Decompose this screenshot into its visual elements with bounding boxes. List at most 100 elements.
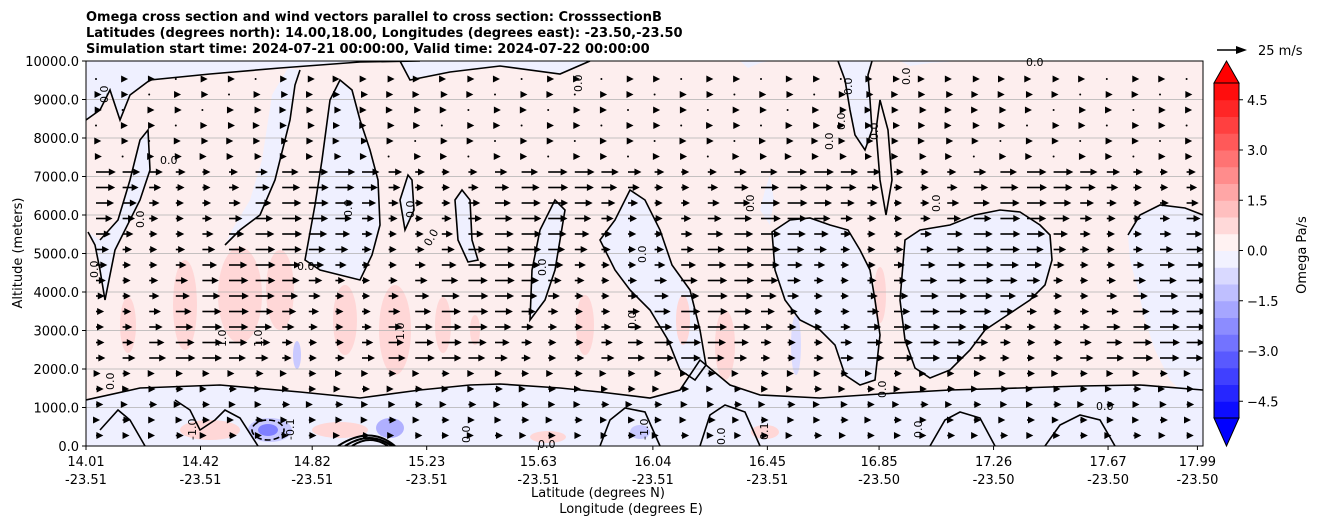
wind-vector	[307, 122, 315, 129]
wind-vector	[1026, 124, 1028, 127]
wind-vector	[573, 385, 581, 393]
wind-vector	[947, 323, 967, 331]
wind-vector	[734, 354, 748, 362]
wind-vector	[1080, 277, 1089, 284]
wind-vector	[387, 155, 390, 158]
x-tick-label-lon: -23.51	[65, 473, 107, 488]
wind-vector	[1051, 137, 1059, 145]
wind-vector	[494, 370, 502, 377]
wind-vector	[1000, 230, 1021, 238]
wind-vector	[1027, 277, 1041, 284]
wind-vector	[840, 168, 859, 176]
wind-vector	[1160, 199, 1169, 207]
wind-vector	[1185, 106, 1193, 114]
wind-vector	[787, 184, 808, 191]
wind-vector	[468, 199, 481, 207]
wind-vector	[681, 385, 690, 393]
wind-vector	[1027, 184, 1047, 191]
wind-vector	[440, 124, 443, 127]
x-tick-label-lat: 16.45	[749, 455, 786, 470]
wind-vector	[733, 75, 741, 83]
contour-11	[837, 61, 873, 152]
wind-vector	[495, 168, 508, 176]
wind-vector	[362, 261, 371, 269]
wind-vector	[1080, 432, 1088, 439]
chart-title-line-2: Latitudes (degrees north): 14.00,18.00, …	[86, 26, 683, 41]
wind-vector	[654, 323, 673, 331]
wind-vector	[761, 184, 780, 191]
wind-vector	[149, 339, 165, 346]
wind-vector	[626, 137, 634, 145]
wind-vector	[628, 432, 636, 439]
contour-label: 0.0	[868, 123, 881, 141]
wind-vector	[681, 199, 690, 207]
wind-vector	[1160, 168, 1169, 176]
wind-vector	[840, 370, 849, 377]
wind-vector	[335, 246, 349, 253]
wind-vector	[229, 277, 249, 284]
wind-vector	[761, 230, 781, 238]
wind-vector	[1132, 155, 1135, 158]
wind-vector	[811, 137, 819, 145]
wind-vector	[628, 246, 637, 253]
wind-vector	[707, 323, 728, 331]
wind-vector	[973, 339, 989, 346]
wind-vector	[1000, 323, 1013, 331]
wind-vector	[840, 292, 849, 300]
wind-vector	[441, 370, 450, 377]
wind-vector	[894, 168, 904, 176]
wind-vector	[1078, 153, 1086, 160]
wind-vector	[308, 261, 325, 269]
wind-vector	[494, 416, 502, 424]
wind-vector	[1160, 261, 1176, 269]
wind-vector	[1133, 184, 1142, 191]
wind-vector	[1080, 323, 1091, 331]
wind-vector	[96, 246, 110, 253]
wind-vector	[1183, 416, 1191, 424]
wind-vector	[732, 416, 740, 424]
wind-vector	[1053, 168, 1074, 176]
wind-vector	[467, 385, 475, 393]
wind-vector	[761, 277, 779, 284]
wind-vector	[707, 215, 722, 222]
wind-vector	[255, 168, 268, 176]
wind-vector	[388, 354, 406, 362]
wind-vector	[947, 308, 968, 315]
wind-vector	[894, 416, 902, 424]
wind-vector	[255, 370, 264, 377]
wind-vector	[1053, 215, 1070, 222]
wind-vector	[441, 168, 450, 176]
wind-vector	[761, 339, 772, 346]
wind-vector	[1158, 106, 1166, 114]
wind-vector	[1106, 401, 1115, 408]
wind-vector	[1053, 246, 1067, 253]
wind-vector	[601, 308, 611, 315]
wind-vector	[282, 261, 301, 269]
wind-vector	[867, 277, 877, 284]
wind-vector	[388, 246, 397, 253]
wind-vector	[335, 354, 345, 362]
wind-vector	[947, 277, 967, 284]
wind-vector	[175, 261, 187, 269]
wind-vector	[1106, 339, 1123, 346]
wind-vector	[548, 230, 567, 238]
wind-vector	[495, 432, 503, 439]
wind-vector	[519, 106, 527, 114]
wind-vector	[468, 308, 489, 315]
wind-vector	[495, 246, 515, 253]
wind-vector	[96, 184, 116, 191]
wind-vector	[1053, 199, 1072, 207]
wind-vector	[679, 106, 687, 114]
wind-vector	[867, 323, 882, 331]
wind-vector	[1105, 106, 1113, 114]
wind-vector	[149, 323, 163, 331]
wind-vector	[654, 215, 663, 222]
wind-vector	[335, 370, 343, 377]
wind-vector	[1158, 153, 1166, 160]
wind-vector	[814, 292, 823, 300]
y-tick-label: 9000.0	[34, 94, 80, 109]
wind-vector	[1186, 230, 1203, 238]
wind-vector	[947, 215, 962, 222]
wind-vector	[787, 199, 808, 207]
wind-vector	[601, 292, 610, 300]
